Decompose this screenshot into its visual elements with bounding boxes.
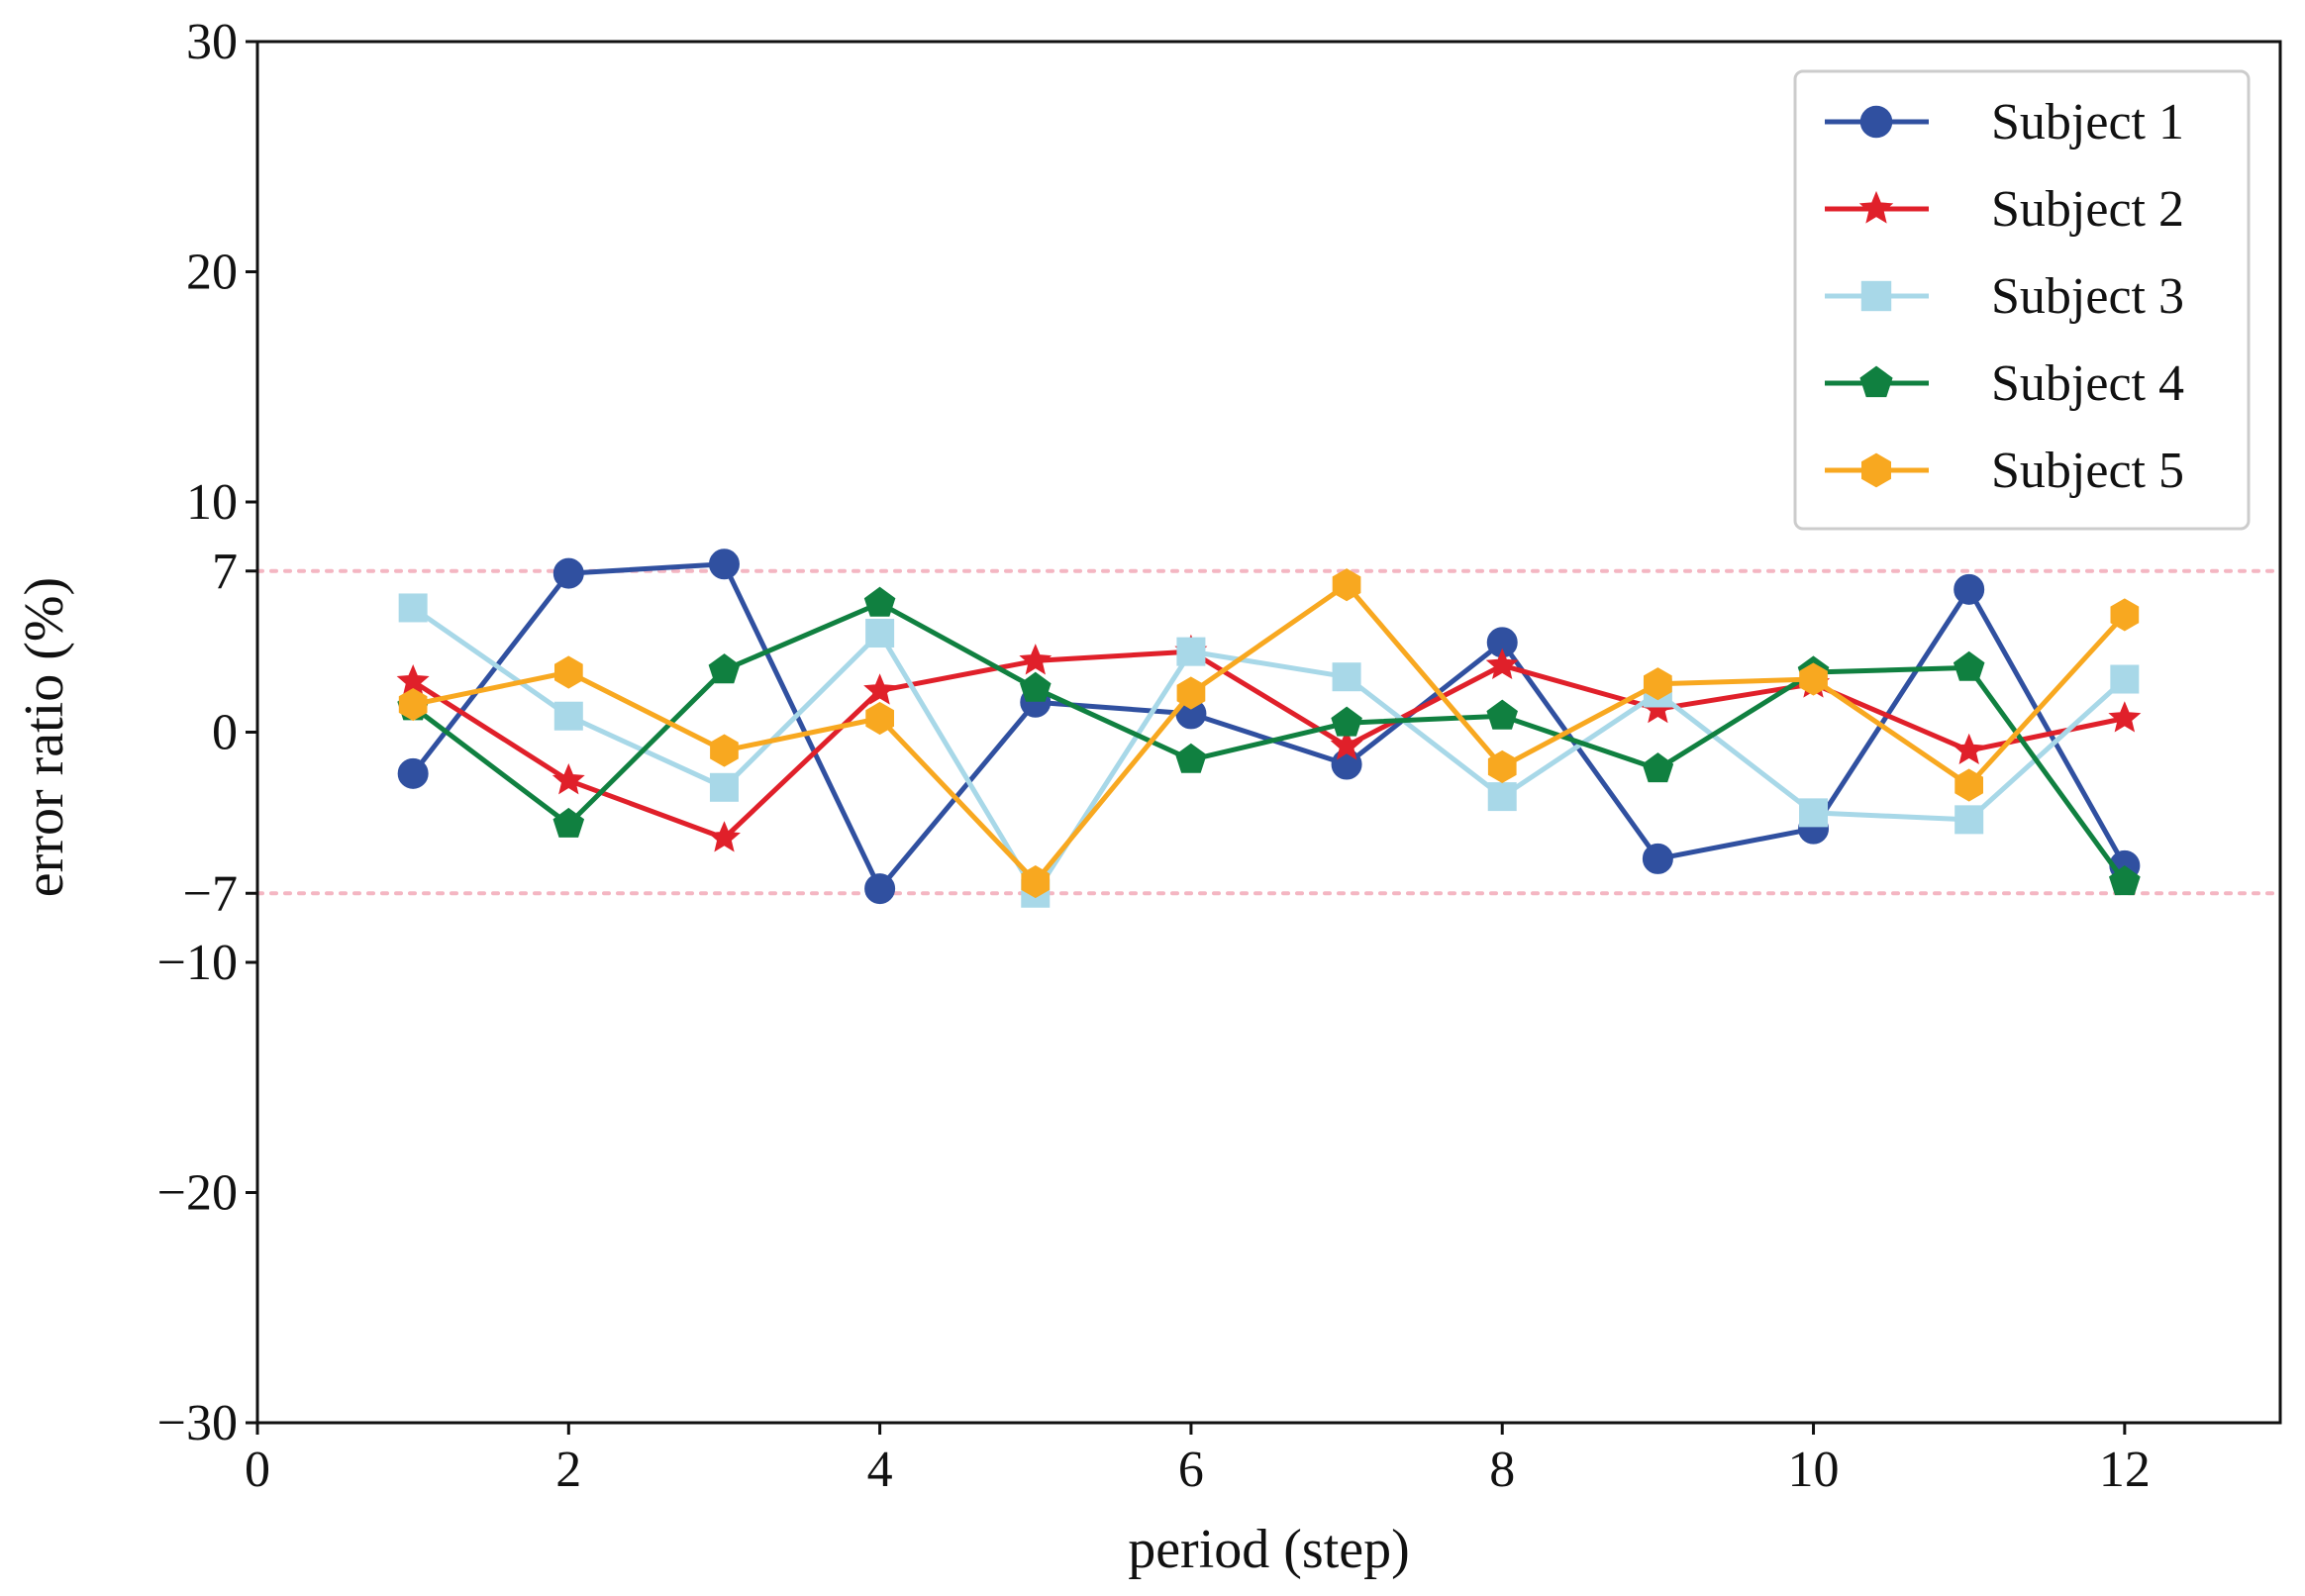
data-point-series-5 [1644,667,1672,701]
data-point-series-2 [2108,701,2142,733]
y-tick-label: 10 [186,474,238,531]
data-point-series-2 [1330,729,1363,760]
data-point-series-1 [552,557,584,589]
data-point-series-4 [1331,706,1362,737]
data-point-series-5 [1799,662,1828,696]
x-tick-label: 6 [1178,1442,1204,1498]
legend-marker [1858,190,1894,224]
legend-item: Subject 1 [1825,94,2184,150]
series-4 [397,586,2141,896]
data-point-series-1 [1331,748,1362,780]
series-layer [396,549,2142,908]
y-axis-label: error ratio (%) [14,577,75,897]
x-tick-label: 8 [1489,1442,1515,1498]
data-point-series-5 [865,701,894,736]
data-point-series-3 [1799,798,1829,828]
legend-box [1793,69,2251,531]
data-point-series-2 [863,673,897,705]
y-tick-label: 20 [186,245,238,301]
y-tick-label: 30 [186,14,238,70]
legend-label: Subject 4 [1991,355,2184,412]
data-point-series-1 [864,873,896,905]
data-point-series-5 [1332,568,1361,602]
x-tick-label: 4 [867,1442,893,1498]
data-point-series-5 [398,688,428,722]
data-point-series-5 [2110,598,2140,632]
data-point-series-5 [710,734,739,767]
data-point-series-5 [1021,865,1051,899]
data-point-series-4 [1642,752,1674,783]
data-point-series-5 [554,655,583,689]
data-point-series-2 [551,762,585,795]
legend-label: Subject 5 [1991,443,2184,499]
x-tick-label: 10 [1788,1442,1840,1498]
data-point-series-5 [1176,676,1206,710]
data-point-series-3 [1332,662,1361,692]
data-point-series-3 [398,593,428,623]
legend-item: Subject 3 [1825,268,2184,325]
legend-label: Subject 1 [1991,94,2184,150]
y-tick-label: −20 [157,1165,238,1222]
data-point-series-3 [1176,637,1206,666]
data-point-series-1 [397,757,429,789]
legend: Subject 1 Subject 2 Subject 3 Subject 4 Subj… [1793,69,2251,531]
legend-item: Subject 5 [1825,443,2184,499]
legend-marker [1861,452,1891,488]
legend-item: Subject 4 [1825,355,2184,412]
x-tick-label: 2 [555,1442,581,1498]
data-point-series-1 [1954,573,1985,605]
data-point-series-3 [2110,664,2140,694]
y-axis-ticks: −30 −20 −10 −7 0 7 10 20 30 [157,14,257,1451]
data-point-series-2 [1019,644,1052,675]
y-tick-label: 7 [212,544,238,600]
data-point-series-3 [865,619,895,648]
data-point-series-4 [552,807,585,838]
data-point-series-3 [1954,805,1984,835]
legend-marker [1860,280,1892,312]
series-5 [398,568,2140,899]
x-axis-label: period (step) [1128,1519,1410,1580]
y-tick-label: −30 [157,1395,238,1451]
data-point-series-3 [1487,782,1517,812]
data-point-series-3 [709,772,739,802]
data-point-series-4 [1486,699,1518,730]
legend-marker [1859,105,1893,139]
legend-item: Subject 2 [1825,181,2184,238]
data-point-series-5 [1954,768,1983,802]
data-point-series-4 [708,653,741,684]
data-point-series-4 [863,586,896,617]
y-tick-label: 0 [212,705,238,761]
data-point-series-2 [1485,648,1519,680]
data-point-series-4 [2109,864,2141,896]
series-line-5 [412,582,2127,885]
x-tick-label: 0 [245,1442,270,1498]
y-tick-label: −10 [157,935,238,991]
data-point-series-2 [1953,733,1986,765]
legend-marker [1859,365,1893,398]
data-point-series-1 [708,549,740,580]
series-line-3 [411,605,2127,896]
data-point-series-4 [1953,650,1985,681]
data-point-series-5 [1487,749,1517,783]
legend-label: Subject 3 [1991,268,2184,325]
data-point-series-2 [707,821,741,852]
series-line-4 [411,600,2127,884]
data-point-series-4 [1175,743,1207,773]
legend-label: Subject 2 [1991,181,2184,238]
x-tick-label: 12 [2099,1442,2151,1498]
data-point-series-3 [553,701,583,731]
data-point-series-4 [1020,671,1052,702]
x-axis-ticks: 0 2 4 6 8 10 12 [245,1423,2151,1498]
data-point-series-1 [1642,843,1673,874]
y-tick-label: −7 [183,865,238,922]
